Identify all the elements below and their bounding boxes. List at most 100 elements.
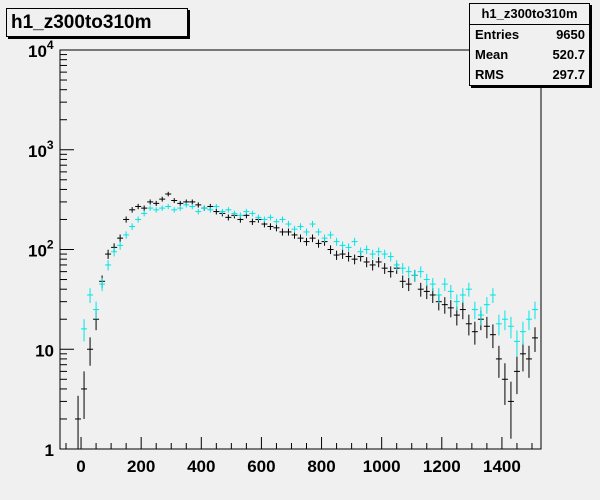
black-data-point — [195, 202, 202, 208]
x-tick-label: 1400 — [483, 457, 521, 476]
black-data-point — [417, 282, 424, 297]
black-data-point — [117, 234, 124, 243]
cyan-data-point — [357, 247, 364, 257]
plot-frame — [59, 49, 542, 450]
cyan-data-point — [87, 288, 94, 304]
y-tick-base: 10 — [28, 142, 47, 161]
black-data-point — [507, 381, 514, 439]
y-tick-label: 103 — [28, 138, 54, 161]
y-tick-label: 10 — [35, 341, 54, 360]
cyan-data-point — [465, 282, 472, 297]
black-data-point — [465, 314, 472, 336]
stats-row-rms: RMS 297.7 — [475, 65, 585, 85]
cyan-data-point — [261, 216, 268, 223]
black-data-point — [423, 284, 430, 300]
black-data-point — [531, 327, 538, 352]
cyan-data-point — [285, 220, 292, 228]
cyan-data-point — [399, 263, 406, 274]
cyan-data-point — [351, 237, 358, 246]
y-tick-exponent: 3 — [47, 138, 54, 152]
black-data-point — [303, 237, 310, 246]
cyan-data-point — [99, 278, 106, 292]
cyan-data-point — [249, 210, 256, 217]
black-data-point — [387, 266, 394, 278]
y-tick-label: 102 — [28, 238, 54, 261]
cyan-data-point — [171, 207, 178, 213]
black-data-point — [447, 300, 454, 318]
black-data-point — [459, 301, 466, 320]
cyan-data-point — [201, 205, 208, 211]
black-data-point — [525, 345, 532, 378]
cyan-data-point — [297, 223, 304, 230]
black-data-point — [267, 223, 274, 230]
black-data-point — [129, 207, 136, 213]
cyan-data-point — [213, 203, 220, 210]
stats-row-entries: Entries 9650 — [475, 25, 585, 45]
y-tick-exponent: 4 — [47, 38, 54, 52]
cyan-data-point — [123, 231, 130, 239]
cyan-data-point — [495, 314, 502, 336]
cyan-data-point — [183, 202, 190, 208]
cyan-data-point — [279, 216, 286, 223]
black-data-point — [489, 324, 496, 349]
black-data-point — [159, 196, 166, 202]
cyan-data-point — [339, 241, 346, 250]
black-data-point — [123, 216, 130, 223]
black-data-point — [495, 345, 502, 378]
black-data-point — [363, 257, 370, 268]
black-data-point — [75, 395, 82, 449]
cyan-data-point — [165, 203, 172, 210]
cyan-data-point — [483, 297, 490, 314]
cyan-data-point — [195, 208, 202, 215]
cyan-data-point — [255, 214, 262, 221]
cyan-data-point — [405, 266, 412, 278]
cyan-data-point — [81, 319, 88, 342]
cyan-data-point — [459, 288, 466, 304]
cyan-data-point — [291, 225, 298, 233]
black-data-point — [171, 198, 178, 204]
cyan-data-point — [387, 252, 394, 262]
cyan-data-point — [237, 212, 244, 219]
x-tick-label: 0 — [76, 457, 85, 476]
cyan-data-point — [117, 241, 124, 250]
black-data-point — [327, 245, 334, 255]
histogram-title: h1_z300to310m — [11, 12, 152, 33]
y-tick-base: 10 — [28, 42, 47, 61]
black-data-point — [249, 218, 256, 225]
cyan-data-point — [147, 205, 154, 211]
stats-title: h1_z300to310m — [470, 4, 589, 25]
cyan-data-point — [453, 294, 460, 311]
cyan-data-point — [231, 210, 238, 217]
cyan-data-point — [489, 288, 496, 304]
cyan-data-point — [321, 234, 328, 243]
cyan-data-point — [471, 301, 478, 320]
black-data-point — [297, 234, 304, 243]
cyan-data-point — [525, 310, 532, 331]
stats-entries-value: 9650 — [556, 27, 585, 42]
cyan-data-point — [219, 208, 226, 215]
black-data-point — [105, 249, 112, 259]
black-data-point — [177, 200, 184, 206]
black-data-point — [315, 239, 322, 248]
stats-mean-label: Mean — [475, 47, 509, 62]
x-tick-label: 1000 — [363, 457, 401, 476]
cyan-data-point — [501, 310, 508, 331]
cyan-data-point — [345, 243, 352, 252]
x-tick-label: 600 — [247, 457, 275, 476]
black-data-point — [153, 200, 160, 206]
black-data-point — [279, 228, 286, 236]
y-tick-label: 104 — [28, 38, 54, 61]
cyan-data-point — [513, 330, 520, 357]
cyan-data-point — [441, 278, 448, 292]
cyan-data-point — [309, 220, 316, 228]
black-data-point — [441, 297, 448, 314]
cyan-data-point — [423, 273, 430, 287]
cyan-data-point — [333, 237, 340, 246]
cyan-data-point — [111, 247, 118, 257]
black-data-point — [471, 321, 478, 345]
cyan-data-point — [447, 284, 454, 300]
stats-rms-label: RMS — [475, 67, 504, 82]
black-data-point — [399, 275, 406, 289]
y-tick-label: 1 — [45, 441, 54, 460]
cyan-data-point — [507, 316, 514, 339]
